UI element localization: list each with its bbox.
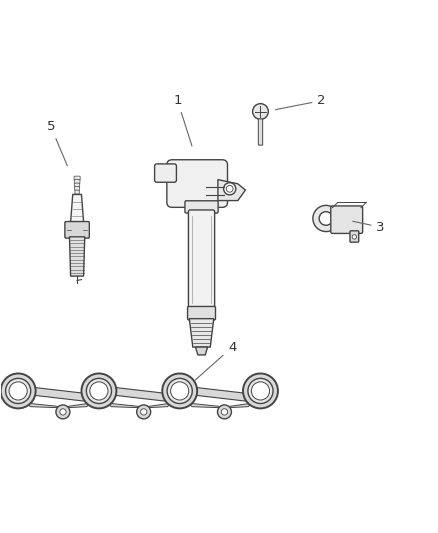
Polygon shape <box>27 403 59 408</box>
Polygon shape <box>218 180 245 200</box>
Circle shape <box>218 405 231 419</box>
Polygon shape <box>71 195 84 223</box>
FancyBboxPatch shape <box>185 201 218 213</box>
Circle shape <box>1 374 35 408</box>
FancyBboxPatch shape <box>167 160 227 207</box>
Text: 2: 2 <box>276 94 326 110</box>
Circle shape <box>352 235 357 239</box>
Circle shape <box>60 409 66 415</box>
Polygon shape <box>148 403 171 408</box>
Circle shape <box>253 103 268 119</box>
Polygon shape <box>192 387 248 401</box>
Circle shape <box>86 378 112 403</box>
Circle shape <box>137 405 151 419</box>
Text: 4: 4 <box>195 341 236 381</box>
Circle shape <box>141 409 147 415</box>
FancyBboxPatch shape <box>331 206 363 233</box>
FancyBboxPatch shape <box>65 222 89 238</box>
Circle shape <box>319 212 333 225</box>
Circle shape <box>221 409 228 415</box>
Polygon shape <box>30 387 87 401</box>
Polygon shape <box>70 237 85 276</box>
Polygon shape <box>195 347 208 355</box>
FancyBboxPatch shape <box>74 176 80 180</box>
Polygon shape <box>108 403 139 408</box>
FancyBboxPatch shape <box>74 183 80 187</box>
Circle shape <box>81 374 117 408</box>
Text: 5: 5 <box>47 120 67 166</box>
Polygon shape <box>111 387 167 401</box>
FancyBboxPatch shape <box>258 119 263 145</box>
FancyBboxPatch shape <box>74 180 80 183</box>
Circle shape <box>226 185 233 192</box>
Polygon shape <box>229 403 252 408</box>
Circle shape <box>251 382 269 400</box>
Circle shape <box>6 378 31 403</box>
FancyBboxPatch shape <box>187 306 215 320</box>
Circle shape <box>171 382 189 400</box>
Circle shape <box>167 378 192 403</box>
Circle shape <box>248 378 273 403</box>
Text: 3: 3 <box>353 221 385 233</box>
Circle shape <box>56 405 70 419</box>
FancyBboxPatch shape <box>75 190 79 194</box>
Polygon shape <box>67 403 90 408</box>
Circle shape <box>9 382 27 400</box>
Circle shape <box>313 205 339 231</box>
FancyBboxPatch shape <box>350 231 359 242</box>
Text: 1: 1 <box>173 94 192 146</box>
Circle shape <box>90 382 108 400</box>
FancyBboxPatch shape <box>155 164 177 182</box>
Polygon shape <box>189 319 214 347</box>
Circle shape <box>243 374 278 408</box>
FancyBboxPatch shape <box>75 187 80 190</box>
Polygon shape <box>188 403 220 408</box>
Circle shape <box>162 374 197 408</box>
FancyBboxPatch shape <box>188 210 215 310</box>
Circle shape <box>223 183 236 195</box>
